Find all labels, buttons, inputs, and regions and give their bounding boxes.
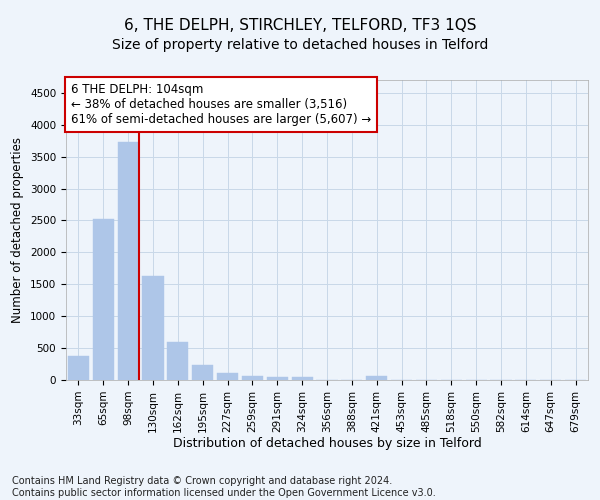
Text: 6 THE DELPH: 104sqm
← 38% of detached houses are smaller (3,516)
61% of semi-det: 6 THE DELPH: 104sqm ← 38% of detached ho…	[71, 83, 371, 126]
Bar	[366, 376, 387, 380]
Y-axis label: Number of detached properties: Number of detached properties	[11, 137, 25, 323]
Bar	[142, 276, 164, 380]
Text: Contains HM Land Registry data © Crown copyright and database right 2024.
Contai: Contains HM Land Registry data © Crown c…	[12, 476, 436, 498]
Bar	[192, 364, 213, 380]
Bar	[118, 142, 139, 380]
Text: Size of property relative to detached houses in Telford: Size of property relative to detached ho…	[112, 38, 488, 52]
Bar	[292, 377, 313, 380]
Bar	[217, 373, 238, 380]
Bar	[68, 356, 89, 380]
Bar	[167, 342, 188, 380]
Text: 6, THE DELPH, STIRCHLEY, TELFORD, TF3 1QS: 6, THE DELPH, STIRCHLEY, TELFORD, TF3 1Q…	[124, 18, 476, 32]
Bar	[267, 377, 288, 380]
Bar	[242, 376, 263, 380]
Bar	[93, 219, 114, 380]
X-axis label: Distribution of detached houses by size in Telford: Distribution of detached houses by size …	[173, 438, 481, 450]
